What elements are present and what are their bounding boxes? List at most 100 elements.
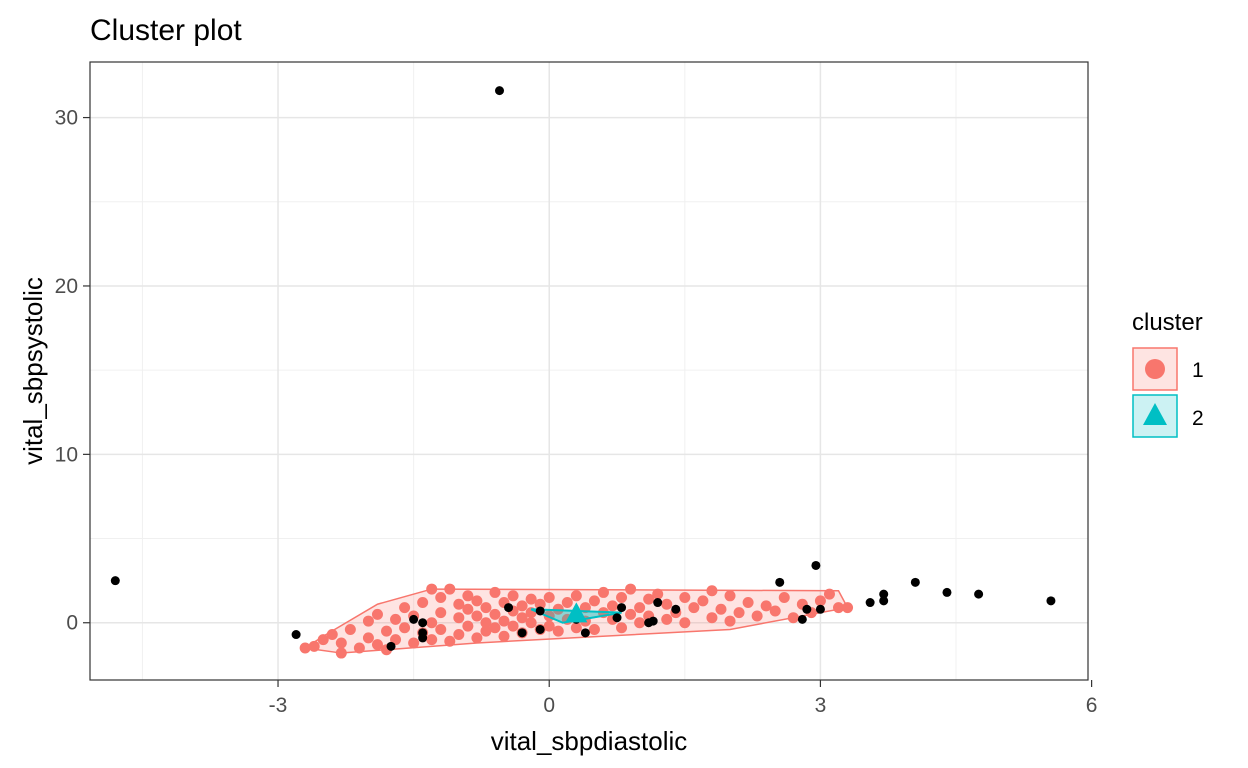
outlier-point bbox=[517, 628, 527, 638]
legend: cluster 1 2 bbox=[1132, 309, 1204, 438]
cluster-1-point bbox=[715, 603, 727, 615]
grid-lines bbox=[90, 62, 1088, 680]
outlier-point bbox=[495, 86, 505, 96]
cluster-1-point bbox=[679, 591, 691, 603]
outlier-point bbox=[910, 577, 920, 587]
cluster-1-point bbox=[408, 637, 420, 649]
cluster-1-point bbox=[778, 591, 790, 603]
cluster-1-point bbox=[308, 640, 320, 652]
outlier-point bbox=[504, 603, 514, 613]
outlier-point bbox=[653, 598, 663, 608]
cluster-1-point bbox=[588, 623, 600, 635]
cluster-1-point bbox=[498, 615, 510, 627]
cluster-1-point bbox=[335, 647, 347, 659]
cluster-1-point bbox=[724, 615, 736, 627]
cluster-1-point bbox=[661, 598, 673, 610]
cluster-1-point bbox=[471, 610, 483, 622]
cluster-1-point bbox=[814, 595, 826, 607]
outlier-point bbox=[418, 618, 428, 628]
cluster-1-point bbox=[616, 591, 628, 603]
x-axis-ticks: -3 0 3 6 bbox=[269, 680, 1098, 717]
cluster-centers bbox=[565, 602, 588, 623]
x-tick-label: -3 bbox=[269, 694, 288, 717]
cluster-1-point bbox=[435, 591, 447, 603]
y-axis-title: vital_sbpsystolic bbox=[18, 277, 48, 465]
data-points bbox=[110, 86, 1056, 659]
cluster-1-point bbox=[652, 588, 664, 600]
cluster-1-point bbox=[507, 590, 519, 602]
cluster-1-point bbox=[616, 622, 628, 634]
cluster-1-point bbox=[706, 585, 718, 597]
outlier-point bbox=[879, 589, 889, 599]
outlier-point bbox=[617, 603, 627, 613]
cluster-1-point bbox=[390, 613, 402, 625]
cluster-1-point bbox=[426, 634, 438, 646]
outlier-point bbox=[612, 613, 622, 623]
cluster-1-point bbox=[724, 590, 736, 602]
outlier-point bbox=[1046, 596, 1056, 606]
cluster-1-point bbox=[326, 629, 338, 641]
cluster-1-point bbox=[597, 586, 609, 598]
cluster-1-point bbox=[833, 602, 844, 614]
cluster-1-point bbox=[751, 610, 763, 622]
cluster-1-point bbox=[697, 595, 709, 607]
x-tick-label: 0 bbox=[543, 694, 555, 717]
cluster-1-point bbox=[335, 637, 347, 649]
cluster-1-point bbox=[417, 597, 429, 609]
outlier-point bbox=[110, 576, 120, 586]
cluster-1-point bbox=[688, 602, 700, 614]
cluster-1-point bbox=[498, 630, 510, 642]
cluster-1-point bbox=[661, 613, 673, 625]
cluster-1-point bbox=[435, 623, 447, 635]
cluster-1-point bbox=[426, 617, 438, 629]
cluster-1-point bbox=[625, 608, 637, 620]
cluster-1-point bbox=[299, 642, 311, 654]
cluster-1-point bbox=[399, 602, 411, 614]
cluster-1-point bbox=[462, 590, 474, 602]
outlier-point bbox=[865, 598, 875, 608]
cluster-1-point bbox=[552, 603, 564, 615]
cluster-1-point bbox=[399, 622, 411, 634]
outlier-point bbox=[291, 630, 301, 640]
cluster-1-point bbox=[570, 622, 582, 634]
cluster-1-point bbox=[453, 612, 465, 624]
legend-title: cluster bbox=[1132, 309, 1203, 336]
y-tick-label: 30 bbox=[55, 107, 78, 130]
cluster-1-point bbox=[543, 620, 555, 632]
outlier-point bbox=[535, 624, 545, 634]
y-tick-label: 10 bbox=[55, 443, 78, 466]
cluster-1-point bbox=[480, 617, 492, 629]
outlier-point bbox=[802, 604, 812, 614]
cluster-1-point bbox=[507, 620, 519, 632]
y-tick-label: 0 bbox=[66, 612, 78, 635]
cluster-1-point bbox=[435, 607, 447, 619]
legend-entry-2: 2 bbox=[1132, 394, 1204, 438]
cluster-1-point bbox=[371, 639, 383, 651]
x-tick-label: 6 bbox=[1086, 694, 1098, 717]
cluster-1-point bbox=[634, 617, 646, 629]
cluster-1-point bbox=[733, 607, 745, 619]
cluster-1-point bbox=[634, 602, 646, 614]
cluster-1-point bbox=[444, 583, 456, 595]
cluster-1-point bbox=[561, 597, 573, 609]
y-axis-ticks: 0 10 20 30 bbox=[55, 107, 90, 635]
cluster-1-point bbox=[769, 605, 781, 617]
cluster-1-point bbox=[471, 595, 483, 607]
cluster-1-point bbox=[453, 629, 465, 641]
legend-label-1: 1 bbox=[1192, 359, 1204, 382]
cluster-1-point bbox=[453, 598, 465, 610]
outlier-point bbox=[879, 596, 889, 606]
cluster-1-point bbox=[471, 632, 483, 644]
cluster-1-point bbox=[480, 602, 492, 614]
cluster-1-point bbox=[317, 634, 329, 646]
cluster-1-point bbox=[462, 620, 474, 632]
legend-entry-1: 1 bbox=[1132, 347, 1204, 391]
outlier-point bbox=[815, 604, 825, 614]
outlier-point bbox=[580, 628, 590, 638]
outlier-point bbox=[648, 616, 658, 626]
cluster-1-point bbox=[480, 625, 492, 637]
outlier-point bbox=[409, 614, 419, 624]
cluster-1-point bbox=[344, 623, 356, 635]
cluster-1-point bbox=[462, 603, 474, 615]
cluster-1-point bbox=[570, 590, 582, 602]
